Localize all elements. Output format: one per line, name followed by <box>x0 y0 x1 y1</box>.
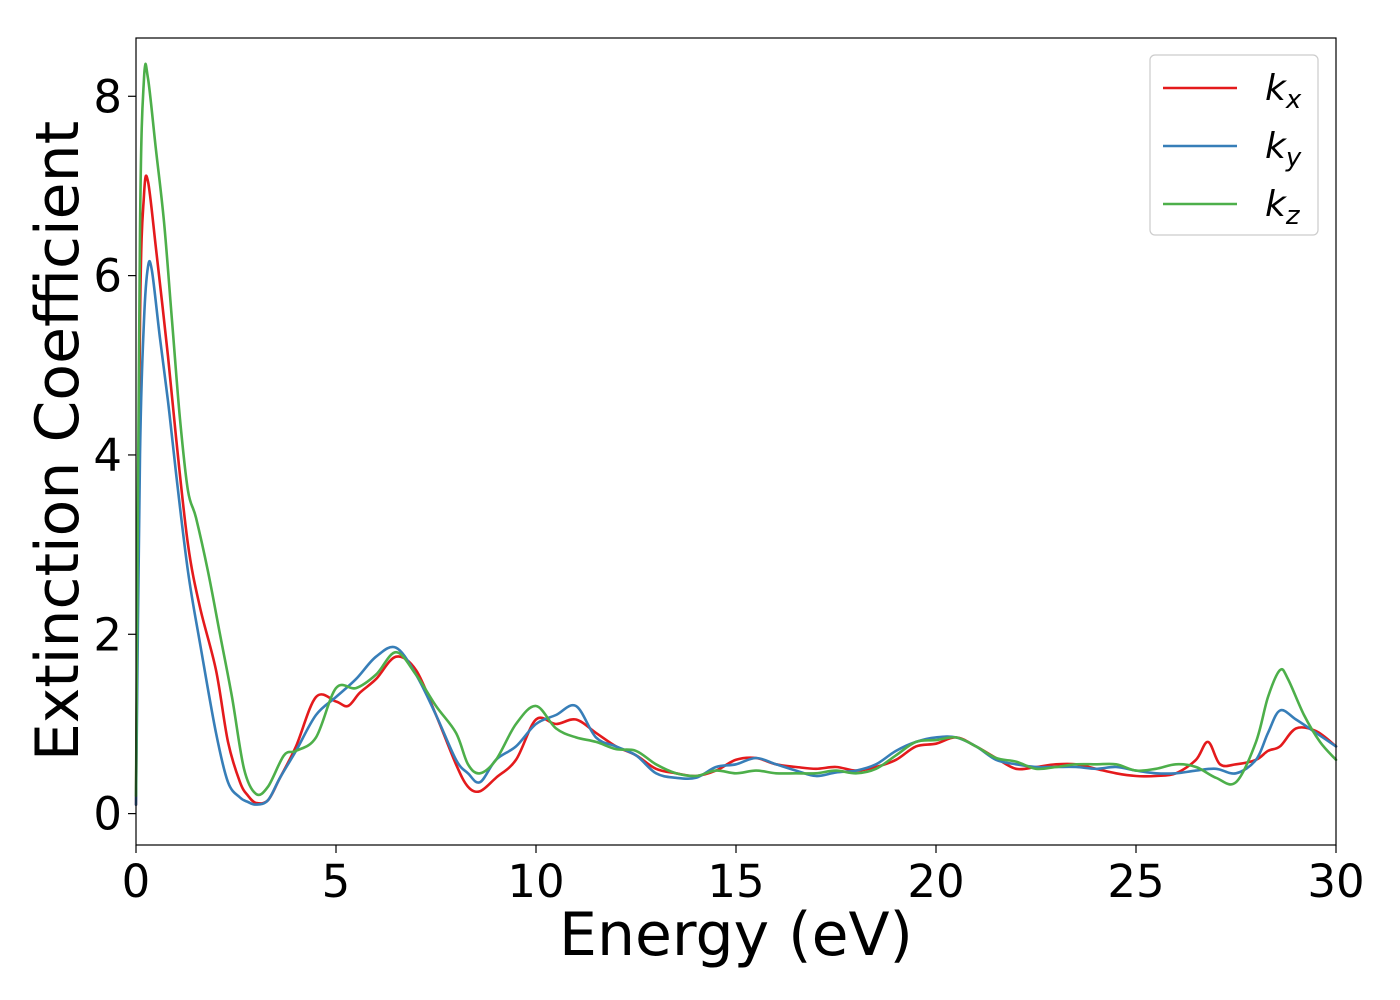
y-tick-label: 4 <box>93 429 122 482</box>
x-tick-label: 25 <box>1107 855 1164 908</box>
x-tick-label: 30 <box>1307 855 1364 908</box>
x-axis-title: Energy (eV) <box>559 900 913 970</box>
y-axis: 0 2 4 6 8 <box>93 70 136 841</box>
x-tick-label: 5 <box>322 855 351 908</box>
series-lines <box>134 62 1338 806</box>
x-axis: 0 5 10 15 20 25 30 <box>122 845 1365 908</box>
x-tick-label: 20 <box>907 855 964 908</box>
x-tick-label: 10 <box>507 855 564 908</box>
y-tick-label: 8 <box>93 70 122 123</box>
series-line-kz <box>134 62 1338 797</box>
legend-label-ky: ky <box>1265 126 1302 173</box>
x-tick-label: 15 <box>707 855 764 908</box>
legend-label-kz: kz <box>1265 184 1301 231</box>
legend-label-kx: kx <box>1265 68 1302 115</box>
y-tick-label: 6 <box>93 250 122 303</box>
legend: kx ky kz <box>1149 54 1319 236</box>
y-tick-label: 0 <box>93 788 122 841</box>
x-tick-label: 0 <box>122 855 151 908</box>
y-tick-label: 2 <box>93 608 122 661</box>
y-axis-title: Extinction Coefficient <box>23 121 93 761</box>
plot-background <box>136 38 1336 845</box>
